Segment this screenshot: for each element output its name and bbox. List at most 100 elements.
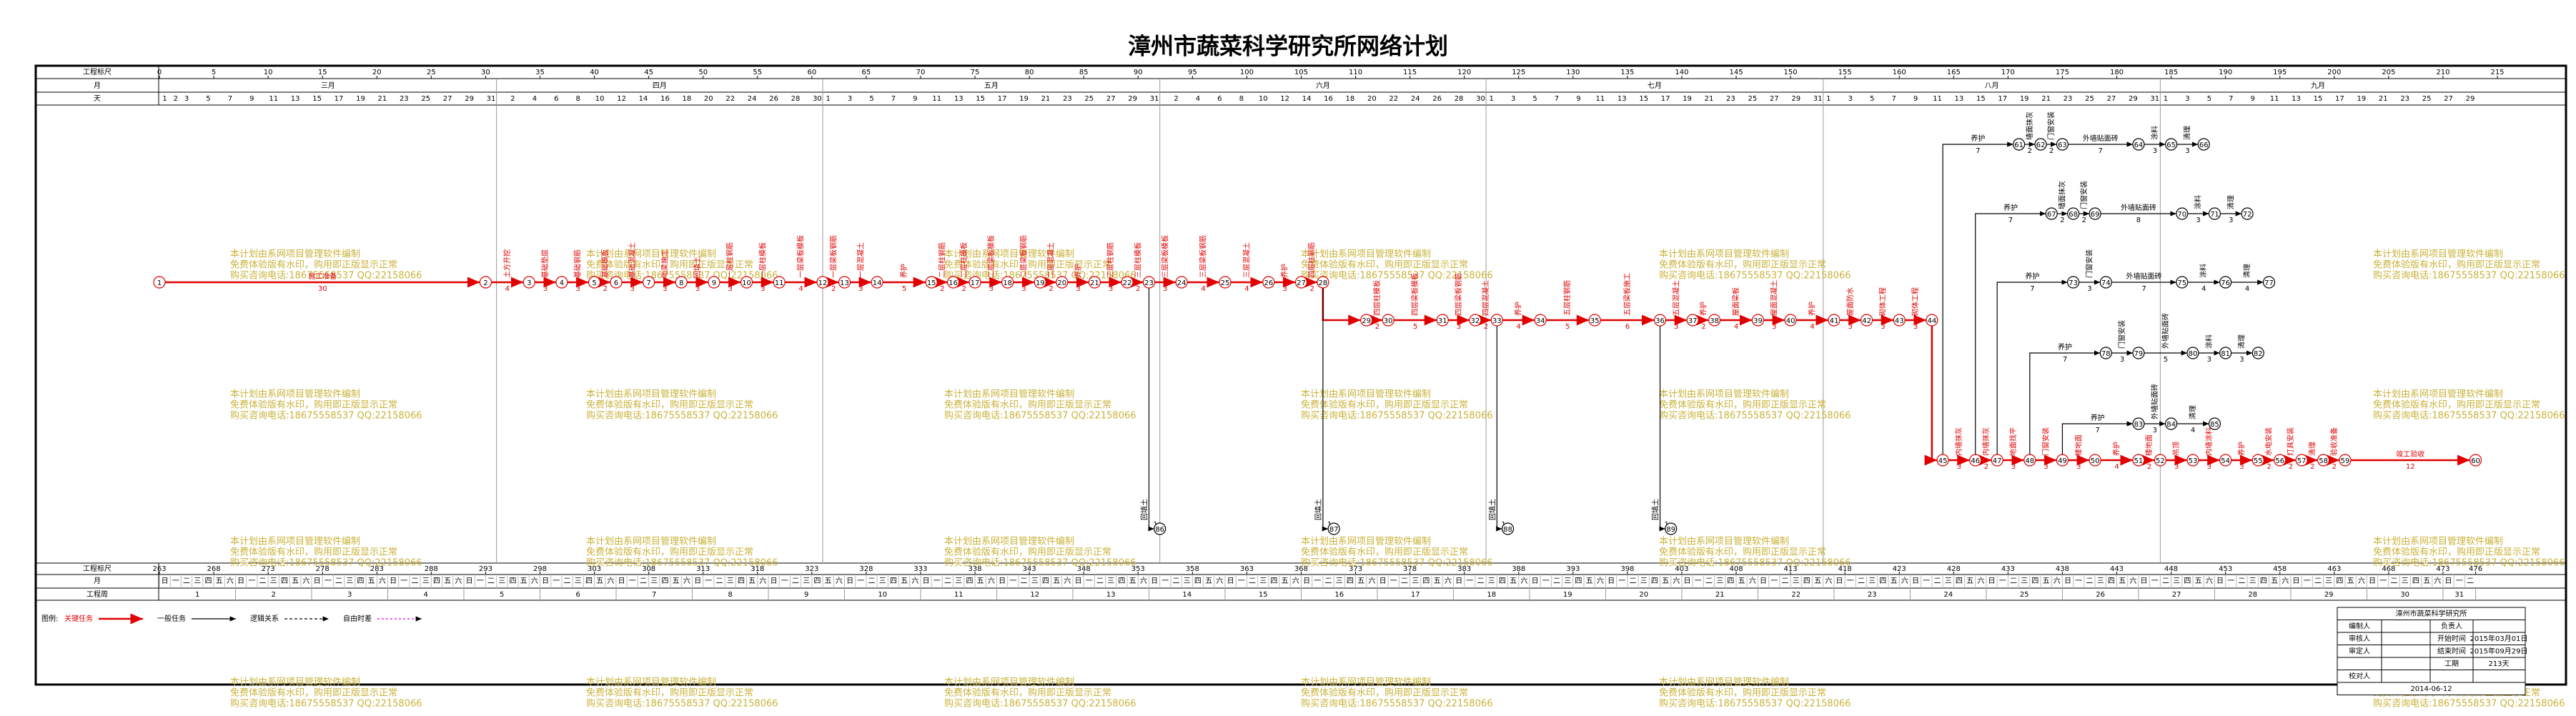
weekday-label: 日: [1607, 577, 1615, 585]
task-days: 3: [1163, 285, 1167, 293]
node-id: 89: [1666, 526, 1675, 534]
watermark: 购买咨询电话:18675558537 QQ:22158066: [1301, 270, 1493, 282]
task-name: 屋面混凝土: [1769, 280, 1778, 316]
watermark: 免费体验版有水印，购用即正版显示正常: [230, 399, 397, 411]
weekday-label: 日: [999, 577, 1006, 585]
task-days: 6: [1625, 323, 1630, 331]
node-id: 26: [1264, 279, 1273, 287]
week-label: 19: [1563, 591, 1572, 599]
node-id: 29: [1362, 317, 1371, 325]
week-label: 14: [1182, 591, 1192, 599]
task-name: 门窗安装: [2046, 111, 2056, 140]
ruler-label: 448: [2164, 565, 2178, 573]
ruler-label: 323: [805, 565, 818, 573]
watermark: 免费体验版有水印，购用即正版显示正常: [1301, 687, 1468, 699]
ruler-label: 343: [1023, 565, 1036, 573]
node: [1501, 522, 1515, 535]
ruler-label: 195: [2273, 69, 2287, 76]
task-name: 门窗安装: [2041, 427, 2051, 456]
day-label: 20: [704, 95, 713, 103]
watermark: 本计划由系网项目管理软件编制: [2373, 537, 2503, 547]
weekday-label: 三: [2325, 577, 2332, 585]
legend-title: 图例:: [41, 614, 58, 623]
ruler-label: 110: [1349, 69, 1362, 76]
task-name: 外墙贴面砖: [2083, 134, 2119, 143]
task-days: 3: [543, 285, 548, 293]
weekday-label: 日: [1075, 577, 1082, 585]
weekday-label: 二: [1021, 577, 1028, 585]
link-name: 养护: [2003, 203, 2018, 212]
node-id: 74: [2101, 279, 2111, 287]
node-id: 60: [2471, 457, 2480, 465]
node-id: 49: [2058, 457, 2067, 465]
weekday-label: 三: [1412, 577, 1419, 585]
node: [2339, 454, 2352, 467]
weekday-label: 日: [1227, 577, 1234, 585]
watermark: 购买咨询电话:18675558537 QQ:22158066: [1659, 698, 1851, 710]
weekday-label: 二: [2162, 577, 2169, 585]
task-days: 3: [695, 285, 700, 293]
day-label: 8: [1239, 95, 1244, 103]
weekday-label: 一: [1466, 577, 1473, 585]
node: [740, 276, 753, 289]
weekday-label: 五: [444, 577, 451, 585]
task-days: 2: [2289, 463, 2293, 471]
node: [1686, 314, 1699, 327]
node-id: 35: [1590, 317, 1600, 325]
task-name: 养护: [1698, 302, 1708, 316]
weekday-label: 日: [694, 577, 701, 585]
ruler-label: 373: [1349, 565, 1362, 573]
weekday-label: 三: [1488, 577, 1495, 585]
weekday-label: 六: [2358, 577, 2365, 585]
weekday-label: 一: [1999, 577, 2006, 585]
weekday-label: 五: [1053, 577, 1060, 585]
watermark: 免费体验版有水印，购用即正版显示正常: [1301, 259, 1468, 271]
watermark: 本计划由系网项目管理软件编制: [944, 537, 1074, 547]
ruler-label: 100: [1240, 69, 1254, 76]
task-name: 四层梁板模板: [1410, 273, 1420, 316]
node: [708, 276, 720, 289]
day-label: 23: [1063, 95, 1072, 103]
weekday-label: 二: [564, 577, 571, 585]
node: [838, 276, 851, 289]
weekday-label: 五: [292, 577, 299, 585]
ruler-label: 268: [207, 565, 221, 573]
day-label: 22: [725, 95, 735, 103]
ruler-label: 368: [1294, 565, 1308, 573]
weekday-label: 四: [2336, 577, 2343, 585]
weekday-label: 四: [1347, 577, 1354, 585]
watermark: 购买咨询电话:18675558537 QQ:22158066: [230, 557, 422, 569]
day-label: 22: [1389, 95, 1398, 103]
day-label: 4: [532, 95, 537, 103]
weekday-label: 三: [1259, 577, 1267, 585]
node: [610, 276, 623, 289]
node-id: 17: [971, 279, 980, 287]
weekday-label: 五: [1129, 577, 1136, 585]
weekday-label: 五: [1738, 577, 1745, 585]
node: [925, 276, 938, 289]
day-label: 23: [1726, 95, 1735, 103]
weekday-label: 五: [2347, 577, 2354, 585]
weekday-label: 四: [1422, 577, 1430, 585]
node: [2012, 138, 2026, 151]
task-days: 2: [1136, 285, 1140, 293]
node: [588, 276, 601, 289]
task-name: 二层柱模板: [959, 242, 969, 278]
weekday-label: 六: [455, 577, 462, 585]
task-days: 2: [2310, 463, 2314, 471]
ruler-label: 333: [913, 565, 927, 573]
weekday-label: 四: [1118, 577, 1125, 585]
ruler-label: 35: [535, 69, 545, 76]
watermark: 本计划由系网项目管理软件编制: [586, 389, 716, 400]
watermark: 本计划由系网项目管理软件编制: [2373, 249, 2503, 260]
watermark: 购买咨询电话:18675558537 QQ:22158066: [586, 557, 778, 569]
link-days: 7: [2008, 217, 2013, 224]
task-days: 3: [1913, 323, 1918, 331]
weekday-label: 四: [1499, 577, 1506, 585]
weekday-label: 二: [868, 577, 876, 585]
day-label: 1: [1826, 95, 1831, 103]
weekday-label: 六: [2282, 577, 2289, 585]
node-id: 86: [1155, 526, 1164, 534]
weekday-label: 日: [1912, 577, 1919, 585]
day-label: 5: [1532, 95, 1537, 103]
